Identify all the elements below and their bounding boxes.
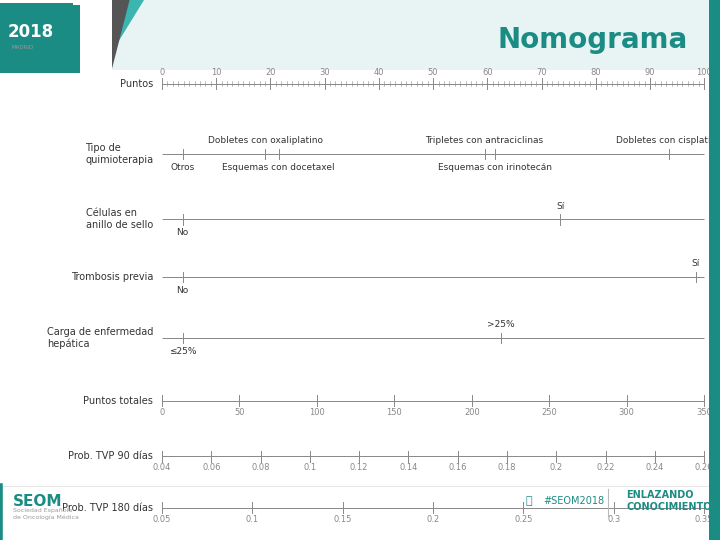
Text: 200: 200	[464, 408, 480, 417]
Polygon shape	[43, 27, 72, 70]
Text: #SEOM2018: #SEOM2018	[544, 496, 605, 506]
Text: 0.06: 0.06	[202, 463, 220, 472]
Text: >25%: >25%	[487, 320, 515, 329]
Text: 0.24: 0.24	[646, 463, 664, 472]
Text: Dobletes con cisplatino: Dobletes con cisplatino	[616, 136, 720, 145]
Text: 0.25: 0.25	[514, 515, 533, 524]
Text: Sí: Sí	[692, 259, 701, 268]
Text: ENLAZANDO
CONOCIMIENTO: ENLAZANDO CONOCIMIENTO	[626, 490, 712, 512]
Text: Prob. TVP 90 días: Prob. TVP 90 días	[68, 451, 153, 461]
Text: 150: 150	[387, 408, 402, 417]
Text: 0: 0	[159, 408, 165, 417]
Text: 350: 350	[696, 408, 712, 417]
FancyBboxPatch shape	[1, 3, 84, 68]
Text: 2018: 2018	[7, 23, 53, 40]
Text: 0.12: 0.12	[350, 463, 369, 472]
Text: 40: 40	[374, 68, 384, 77]
Text: No: No	[176, 286, 189, 295]
Text: 10: 10	[211, 68, 222, 77]
Text: 50: 50	[234, 408, 245, 417]
Text: Sociedad Española
de Oncología Médica: Sociedad Española de Oncología Médica	[13, 508, 78, 520]
Text: 100: 100	[309, 408, 325, 417]
Text: Sí: Sí	[557, 201, 564, 211]
Text: 2018: 2018	[9, 30, 55, 48]
Text: 0.15: 0.15	[333, 515, 352, 524]
Text: 0.08: 0.08	[251, 463, 270, 472]
Polygon shape	[94, 0, 130, 70]
Text: SEOM: SEOM	[13, 494, 63, 509]
Text: Esquemas con irinotecán: Esquemas con irinotecán	[438, 163, 552, 172]
Text: 0.04: 0.04	[153, 463, 171, 472]
Text: 80: 80	[590, 68, 601, 77]
Text: Tripletes con antraciclinas: Tripletes con antraciclinas	[426, 136, 544, 145]
Text: 0.14: 0.14	[399, 463, 418, 472]
Text: 0.18: 0.18	[498, 463, 516, 472]
Text: 0.1: 0.1	[303, 463, 316, 472]
Text: 0: 0	[159, 68, 165, 77]
Text: 0.05: 0.05	[153, 515, 171, 524]
Text: MADRID: MADRID	[14, 51, 40, 56]
Text: Células en
anillo de sello: Células en anillo de sello	[86, 208, 153, 230]
FancyBboxPatch shape	[0, 0, 720, 70]
Text: Tipo de
quimioterapia: Tipo de quimioterapia	[85, 143, 153, 165]
Text: Puntos totales: Puntos totales	[84, 396, 153, 406]
Text: MADRID: MADRID	[12, 45, 34, 50]
Text: 0.35: 0.35	[695, 515, 714, 524]
Text: 0.2: 0.2	[550, 463, 563, 472]
Text: 0.22: 0.22	[596, 463, 615, 472]
FancyBboxPatch shape	[0, 0, 112, 70]
Text: 0.16: 0.16	[449, 463, 467, 472]
Text: 250: 250	[541, 408, 557, 417]
Text: ≤25%: ≤25%	[169, 347, 197, 356]
Text: Otros: Otros	[171, 163, 194, 172]
Text: 60: 60	[482, 68, 492, 77]
Text: 30: 30	[320, 68, 330, 77]
Polygon shape	[65, 0, 144, 70]
Text: Prob. TVP 180 días: Prob. TVP 180 días	[63, 503, 153, 512]
Text: Puntos: Puntos	[120, 79, 153, 89]
Text: Dobletes con oxaliplatino: Dobletes con oxaliplatino	[207, 136, 323, 145]
Text: SEOM: SEOM	[9, 14, 67, 31]
FancyBboxPatch shape	[709, 0, 720, 540]
Text: Carga de enfermedad
hepática: Carga de enfermedad hepática	[47, 327, 153, 349]
Text: SEOM: SEOM	[7, 6, 66, 24]
Text: 100: 100	[696, 68, 712, 77]
Text: Esquemas con docetaxel: Esquemas con docetaxel	[222, 163, 335, 172]
Text: 0.1: 0.1	[246, 515, 259, 524]
Text: 0.3: 0.3	[607, 515, 621, 524]
Text: ⁠: ⁠	[526, 496, 533, 506]
Text: 0.2: 0.2	[426, 515, 440, 524]
Text: Trombosis previa: Trombosis previa	[71, 272, 153, 282]
Text: 70: 70	[536, 68, 546, 77]
Text: 300: 300	[618, 408, 634, 417]
Text: 20: 20	[265, 68, 276, 77]
Text: 0.26: 0.26	[695, 463, 714, 472]
Text: No: No	[176, 228, 189, 237]
Polygon shape	[29, 0, 72, 70]
Text: 90: 90	[644, 68, 655, 77]
Text: 50: 50	[428, 68, 438, 77]
Text: Nomograma: Nomograma	[498, 26, 688, 54]
